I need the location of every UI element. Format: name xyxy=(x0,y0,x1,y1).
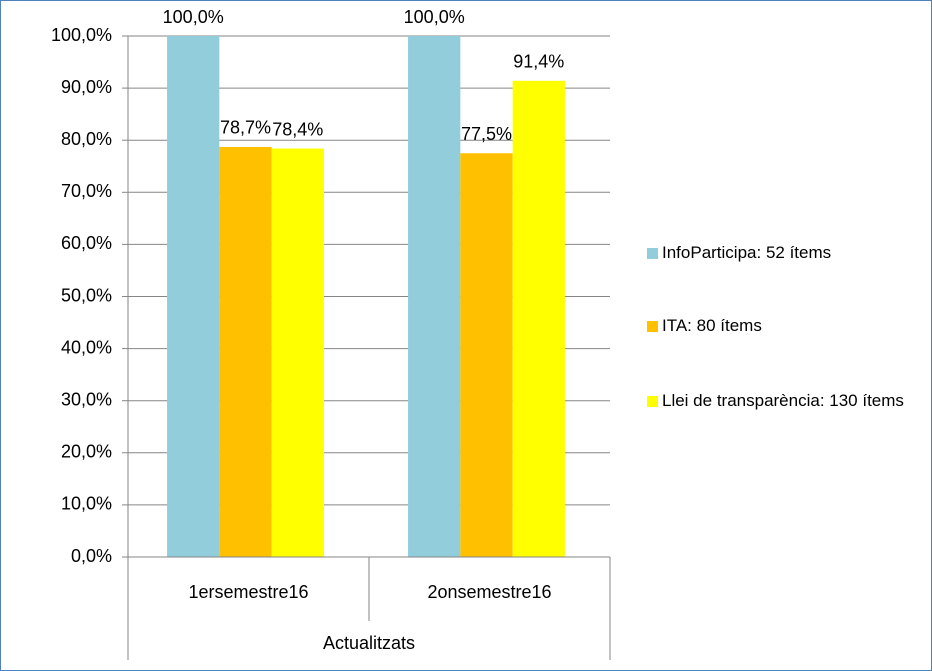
bar xyxy=(460,153,513,557)
data-label: 91,4% xyxy=(513,52,564,72)
y-tick-label: 10,0% xyxy=(61,494,112,514)
y-tick-label: 90,0% xyxy=(61,77,112,97)
legend-swatch xyxy=(647,321,658,332)
data-label: 100,0% xyxy=(404,7,465,27)
legend-label: Llei de transparència: 130 ítems xyxy=(662,391,904,410)
y-tick-label: 40,0% xyxy=(61,337,112,357)
x-tick-label: 1ersemestre16 xyxy=(188,582,308,602)
x-axis-label: Actualitzats xyxy=(323,633,415,653)
y-tick-label: 20,0% xyxy=(61,442,112,462)
legend-item: ITA: 80 ítems xyxy=(647,313,917,339)
y-tick-label: 0,0% xyxy=(71,546,112,566)
x-tick-label: 2onsemestre16 xyxy=(427,582,551,602)
legend-swatch xyxy=(647,248,658,259)
bar xyxy=(408,36,461,557)
data-label: 78,7% xyxy=(220,118,271,138)
legend-label: InfoParticipa: 52 ítems xyxy=(662,243,832,262)
bar xyxy=(271,148,324,557)
legend-item: Llei de transparència: 130 ítems xyxy=(647,388,917,414)
data-label: 77,5% xyxy=(461,124,512,144)
y-tick-label: 30,0% xyxy=(61,389,112,409)
bar xyxy=(512,80,565,557)
legend-item: InfoParticipa: 52 ítems xyxy=(647,240,917,266)
y-tick-label: 100,0% xyxy=(51,25,112,45)
y-tick-label: 50,0% xyxy=(61,285,112,305)
data-label: 78,4% xyxy=(272,119,323,139)
y-tick-label: 80,0% xyxy=(61,129,112,149)
legend-label: ITA: 80 ítems xyxy=(662,316,762,335)
data-label: 100,0% xyxy=(163,7,224,27)
y-tick-label: 70,0% xyxy=(61,181,112,201)
bar xyxy=(219,146,272,557)
y-tick-label: 60,0% xyxy=(61,233,112,253)
bar xyxy=(167,36,220,557)
legend-swatch xyxy=(647,396,658,407)
